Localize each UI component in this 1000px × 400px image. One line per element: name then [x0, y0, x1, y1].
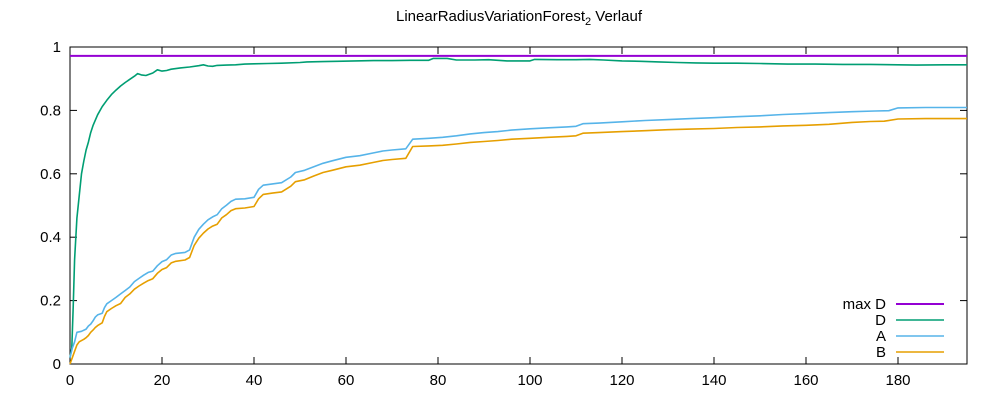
chart-title-suffix: Verlauf	[591, 8, 642, 25]
y-tick-label: 0.8	[40, 102, 61, 119]
legend-label-d: D	[875, 312, 886, 329]
x-tick-label: 20	[154, 372, 171, 389]
series-line-d	[69, 57, 967, 358]
legend-label-b: B	[876, 344, 886, 361]
x-tick-label: 40	[246, 372, 263, 389]
legend-label-a: A	[876, 328, 886, 345]
x-tick-label: 60	[338, 372, 355, 389]
chart-title-subscript: 2	[585, 16, 592, 28]
x-tick-label: 140	[701, 372, 726, 389]
legend-label-max-d: max D	[843, 296, 887, 313]
chart-title-main: LinearRadiusVariationForest	[396, 8, 585, 25]
x-tick-label: 0	[66, 372, 74, 389]
x-tick-label: 120	[609, 372, 634, 389]
x-tick-label: 160	[793, 372, 818, 389]
y-tick-label: 0.2	[40, 293, 61, 310]
chart-title: LinearRadiusVariationForest2 Verlauf	[396, 8, 642, 28]
x-tick-label: 100	[517, 372, 542, 389]
series-line-a	[69, 106, 967, 358]
y-tick-label: 0	[53, 356, 61, 373]
plot-border	[69, 46, 968, 365]
x-tick-label: 80	[430, 372, 447, 389]
y-tick-label: 0.6	[40, 166, 61, 183]
y-tick-label: 0.4	[40, 229, 61, 246]
x-tick-label: 180	[885, 372, 910, 389]
series-line-b	[69, 117, 967, 365]
y-tick-label: 1	[53, 39, 61, 56]
